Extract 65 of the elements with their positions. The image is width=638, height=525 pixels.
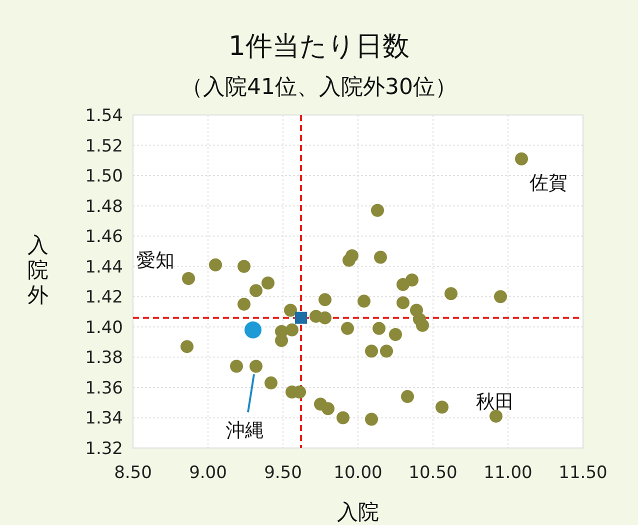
point — [380, 344, 393, 358]
y-tick-label: 1.32 — [85, 439, 123, 459]
chart-title: 1件当たり日数 — [228, 31, 410, 62]
point — [284, 304, 297, 317]
point — [250, 284, 262, 298]
point — [318, 293, 332, 306]
y-tick-label: 1.46 — [85, 227, 123, 248]
point — [238, 260, 250, 273]
x-axis-title: 入院 — [337, 500, 379, 524]
point — [209, 258, 222, 272]
point — [180, 340, 194, 354]
x-tick-label: 9.50 — [264, 463, 302, 483]
point — [264, 376, 278, 390]
chart-subtitle: （入院41位、入院外30位） — [181, 75, 457, 100]
point — [238, 298, 250, 311]
point — [295, 312, 307, 324]
point — [322, 402, 334, 416]
x-tick-label: 11.50 — [558, 463, 608, 483]
point — [318, 311, 332, 324]
y-tick-label: 1.38 — [85, 348, 123, 368]
point — [406, 273, 418, 286]
point — [401, 390, 414, 404]
point — [250, 360, 262, 373]
y-tick-label: 1.50 — [85, 166, 123, 187]
y-tick-label: 1.36 — [85, 378, 123, 398]
x-tick-label: 9.00 — [189, 463, 227, 483]
y-tick-label: 1.34 — [85, 408, 123, 429]
point — [336, 411, 350, 424]
point — [341, 322, 354, 335]
point — [494, 290, 507, 304]
annotation: 佐賀 — [530, 172, 568, 194]
point — [372, 322, 386, 335]
point — [444, 287, 458, 300]
point — [230, 360, 243, 373]
point — [365, 412, 378, 426]
point — [436, 400, 448, 414]
y-axis-title: 入院外 — [28, 233, 48, 307]
point — [396, 296, 410, 310]
point — [275, 334, 288, 348]
point — [490, 410, 502, 423]
y-tick-label: 1.52 — [85, 136, 123, 156]
point — [371, 204, 384, 217]
point — [346, 249, 358, 262]
x-tick-label: 10.50 — [408, 463, 458, 483]
point — [262, 276, 274, 290]
y-tick-label: 1.54 — [85, 106, 123, 126]
x-tick-label: 10.00 — [334, 463, 382, 483]
point — [365, 344, 378, 358]
point — [416, 318, 429, 332]
point — [286, 323, 298, 336]
x-tick-label: 8.50 — [114, 463, 152, 483]
annotation: 沖縄 — [226, 419, 264, 442]
y-tick-label: 1.42 — [85, 288, 123, 308]
y-tick-label: 1.40 — [85, 318, 123, 338]
annotation: 秋田 — [476, 391, 514, 414]
point — [389, 328, 402, 341]
y-tick-label: 1.48 — [85, 196, 123, 217]
x-tick-label: 11.00 — [484, 463, 532, 483]
point — [182, 272, 195, 285]
annotation: 愛知 — [136, 249, 174, 272]
y-tick-label: 1.44 — [85, 257, 123, 278]
point — [244, 321, 262, 338]
point — [358, 294, 370, 308]
point — [374, 250, 387, 264]
point — [515, 152, 528, 166]
